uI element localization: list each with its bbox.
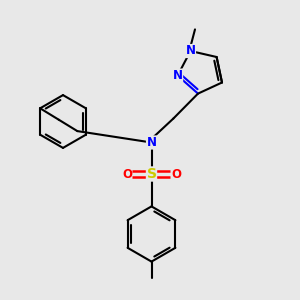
Text: S: S [146, 167, 157, 181]
Text: N: N [185, 44, 196, 58]
Text: O: O [122, 167, 132, 181]
Text: N: N [172, 69, 183, 82]
Text: O: O [171, 167, 181, 181]
Text: N: N [146, 136, 157, 149]
